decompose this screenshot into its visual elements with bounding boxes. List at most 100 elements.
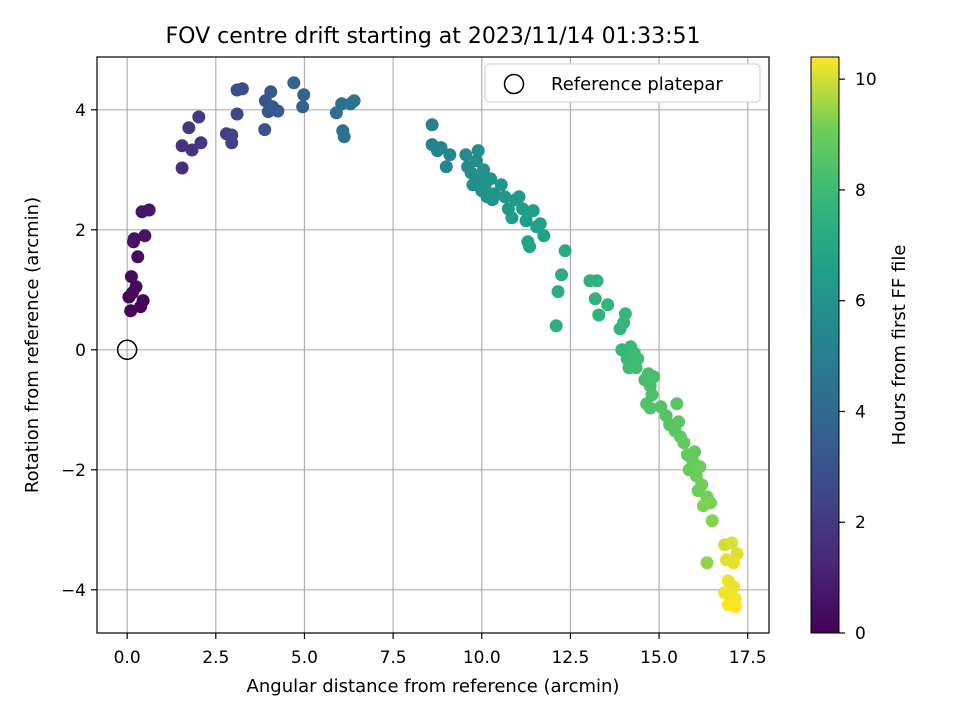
colorbar-tick-label: 6 — [855, 292, 866, 312]
colorbar: 0 2 4 6 8 10 Hours from first FF file — [810, 56, 910, 644]
data-point — [618, 307, 632, 321]
data-point — [705, 514, 719, 528]
y-tick-label: −4 — [61, 581, 86, 601]
data-point — [131, 250, 145, 264]
x-tick-label: 15.0 — [640, 648, 678, 668]
data-point — [469, 154, 483, 168]
data-point — [138, 229, 152, 243]
gridlines — [97, 57, 769, 633]
data-point — [287, 76, 301, 90]
colorbar-tick-label: 0 — [855, 624, 866, 644]
data-point — [124, 270, 138, 284]
data-point — [592, 308, 606, 322]
reference-platepar-marker — [116, 339, 138, 361]
plot-frame — [96, 56, 770, 634]
y-tick-label: 4 — [75, 101, 86, 121]
data-point — [129, 280, 143, 294]
x-axis-label: Angular distance from reference (arcmin) — [247, 676, 620, 697]
y-tick-label: 2 — [75, 221, 86, 241]
data-point — [484, 172, 498, 186]
data-point — [494, 178, 508, 192]
data-point — [555, 268, 569, 282]
legend-label: Reference platepar — [551, 74, 723, 95]
data-point — [700, 556, 714, 570]
data-point — [601, 298, 615, 312]
data-point — [725, 536, 739, 550]
data-point — [142, 203, 156, 217]
colorbar-tick-label: 4 — [855, 402, 866, 422]
data-point — [672, 415, 686, 429]
data-point — [477, 163, 491, 177]
data-point — [264, 85, 278, 99]
data-point — [551, 285, 565, 299]
y-tick-label: 0 — [75, 341, 86, 361]
data-point — [677, 436, 691, 450]
data-point — [347, 94, 361, 108]
data-point — [643, 401, 657, 415]
x-tick-label: 0.0 — [114, 648, 141, 668]
legend-marker-open-circle — [503, 73, 525, 95]
data-point — [693, 460, 707, 474]
y-tick-label: −2 — [61, 461, 86, 481]
legend-box — [484, 63, 761, 103]
colorbar-gradient — [810, 56, 840, 634]
colorbar-ticks: 0 2 4 6 8 10 — [839, 70, 877, 644]
data-point — [185, 143, 199, 157]
data-point — [485, 193, 499, 207]
data-point — [127, 232, 141, 246]
y-axis-ticks: −4 −2 0 2 4 — [61, 101, 97, 601]
data-point — [439, 160, 453, 174]
data-point — [670, 397, 684, 411]
data-points — [122, 76, 744, 614]
data-point — [526, 204, 540, 218]
colorbar-tick-label: 2 — [855, 513, 866, 533]
data-point — [182, 121, 196, 135]
data-point — [296, 100, 310, 114]
data-point — [459, 148, 473, 162]
data-point — [588, 292, 602, 306]
data-point — [297, 88, 311, 102]
data-point — [471, 144, 485, 158]
data-point — [533, 217, 547, 231]
x-tick-label: 2.5 — [202, 648, 229, 668]
data-point — [192, 110, 206, 124]
data-point — [136, 294, 150, 308]
x-tick-label: 5.0 — [291, 648, 318, 668]
data-point — [434, 141, 448, 155]
colorbar-label: Hours from first FF file — [889, 245, 910, 446]
colorbar-tick-label: 10 — [855, 70, 877, 90]
data-point — [505, 211, 519, 225]
data-point — [728, 600, 742, 614]
data-point — [443, 148, 457, 162]
data-point — [235, 82, 249, 96]
data-point — [175, 139, 189, 153]
data-point — [696, 499, 710, 513]
data-point — [271, 104, 285, 118]
x-tick-label: 17.5 — [729, 648, 767, 668]
data-point — [498, 190, 512, 204]
data-point — [629, 361, 643, 375]
colorbar-tick-label: 8 — [855, 181, 866, 201]
data-point — [337, 130, 351, 144]
data-point — [175, 161, 189, 175]
data-point — [124, 304, 138, 318]
x-tick-label: 12.5 — [551, 648, 589, 668]
y-axis-label: Rotation from reference (arcmin) — [22, 197, 43, 493]
data-point — [688, 445, 702, 459]
data-point — [590, 274, 604, 288]
data-point — [537, 229, 551, 243]
data-point — [523, 240, 537, 254]
data-point — [549, 319, 563, 333]
data-point — [194, 136, 208, 150]
data-point — [727, 556, 741, 570]
data-point — [558, 244, 572, 258]
x-axis-ticks: 0.0 2.5 5.0 7.5 10.0 12.5 15.0 17.5 — [114, 633, 767, 668]
data-point — [225, 128, 239, 142]
data-point — [512, 190, 526, 204]
data-point — [258, 123, 272, 137]
chart-title: FOV centre drift starting at 2023/11/14 … — [166, 24, 701, 49]
legend: Reference platepar — [484, 63, 761, 103]
data-point — [425, 118, 439, 132]
x-tick-label: 10.0 — [463, 648, 501, 668]
